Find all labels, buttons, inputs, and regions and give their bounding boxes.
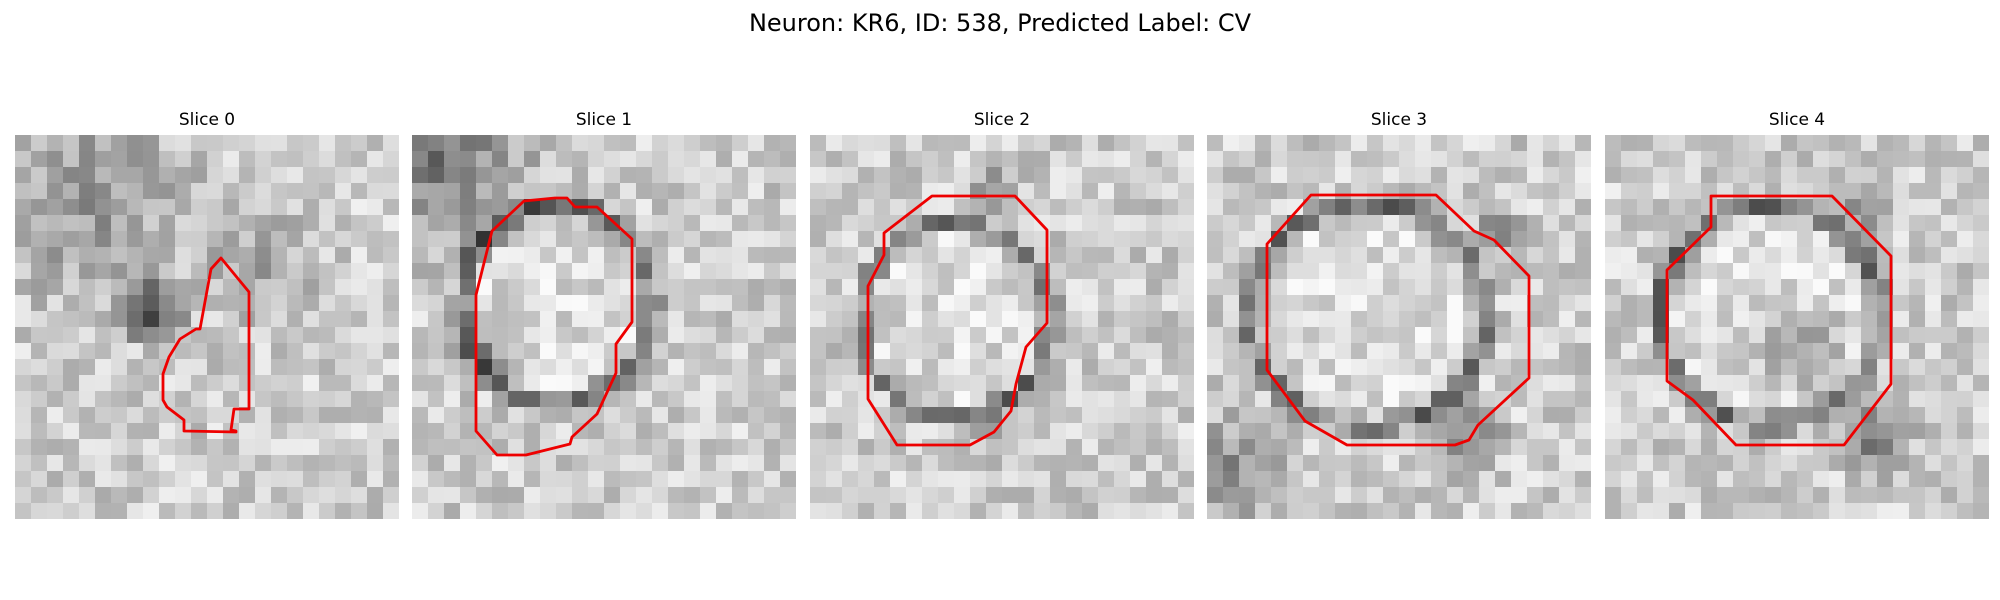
cell-contour-4 (1665, 194, 1893, 447)
slice-title-3: Slice 3 (1370, 110, 1428, 130)
slice-svg-0 (15, 135, 399, 519)
slice-panel-4: Slice 4 (1605, 108, 1989, 519)
slice-title-2: Slice 2 (973, 110, 1031, 130)
slice-panel-3: Slice 3 (1207, 108, 1591, 519)
slice-pixels-3 (1207, 135, 1591, 519)
slice-panel-2: Slice 2 (810, 108, 1194, 519)
slice-title-1: Slice 1 (575, 110, 633, 130)
slice-pixels-2 (810, 135, 1194, 519)
cell-contour-1 (474, 196, 634, 457)
slice-image-2 (810, 135, 1194, 519)
slice-pixels-0 (15, 135, 399, 519)
slice-image-0 (15, 135, 399, 519)
cell-contour-0 (161, 256, 251, 434)
slice-pixels-4 (1605, 135, 1989, 519)
cell-contour-2 (866, 194, 1049, 447)
slice-image-4 (1605, 135, 1989, 519)
figure-title: Neuron: KR6, ID: 538, Predicted Label: C… (748, 9, 1252, 37)
slice-panel-0: Slice 0 (15, 108, 399, 519)
slice-svg-3 (1207, 135, 1591, 519)
slice-svg-2 (810, 135, 1194, 519)
slice-title-0: Slice 0 (178, 110, 236, 130)
slice-image-3 (1207, 135, 1591, 519)
slice-image-1 (412, 135, 796, 519)
slice-panel-1: Slice 1 (412, 108, 796, 519)
slice-title-4: Slice 4 (1768, 110, 1826, 130)
slice-svg-4 (1605, 135, 1989, 519)
slice-pixels-1 (412, 135, 796, 519)
slice-svg-1 (412, 135, 796, 519)
cell-contour-3 (1265, 193, 1531, 447)
